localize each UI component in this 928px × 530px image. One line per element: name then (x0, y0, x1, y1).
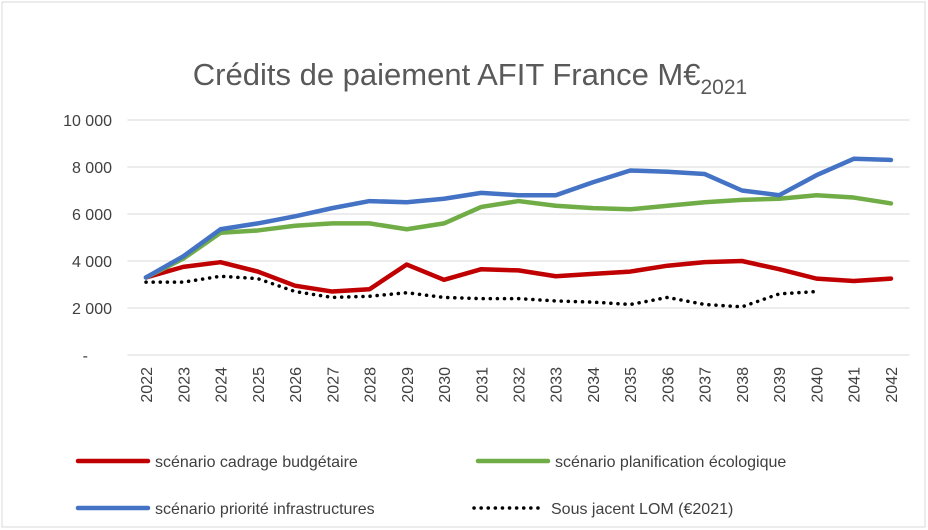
y-tick-label: 2 000 (72, 301, 112, 318)
x-tick-label: 2029 (400, 367, 417, 403)
x-tick-label: 2037 (698, 367, 715, 403)
x-tick-label: 2042 (884, 367, 901, 403)
x-tick-label: 2039 (772, 367, 789, 403)
series-line (143, 258, 894, 294)
x-tick-label: 2022 (139, 367, 156, 403)
x-tick-label: 2036 (660, 367, 677, 403)
y-tick-label: 8 000 (72, 160, 112, 177)
legend-label: Sous jacent LOM (€2021) (551, 501, 733, 518)
x-tick-label: 2025 (251, 367, 268, 403)
x-tick-label: 2032 (512, 367, 529, 403)
series-line (143, 156, 894, 280)
x-tick-label: 2028 (363, 367, 380, 403)
legend-label: scénario planification écologique (555, 454, 786, 471)
x-tick-label: 2023 (176, 367, 193, 403)
series-line (143, 192, 894, 280)
x-tick-label: 2040 (809, 367, 826, 403)
x-tick-label: 2027 (325, 367, 342, 403)
legend-label: scénario cadrage budgétaire (155, 454, 358, 471)
x-tick-label: 2026 (288, 367, 305, 403)
title-main: Crédits de paiement AFIT France M€ (193, 57, 701, 92)
x-tick-label: 2034 (586, 367, 603, 403)
y-tick-label: - (83, 348, 88, 365)
y-tick-label: 10 000 (63, 113, 112, 130)
x-tick-label: 2038 (735, 367, 752, 403)
series-line (144, 274, 819, 309)
y-tick-label: 6 000 (72, 207, 112, 224)
x-tick-label: 2033 (549, 367, 566, 403)
chart-title: Crédits de paiement AFIT France M€2021 (193, 57, 747, 99)
x-tick-label: 2031 (474, 367, 491, 403)
legend-label: scénario priorité infrastructures (155, 501, 375, 518)
x-tick-label: 2024 (214, 367, 231, 403)
x-tick-label: 2035 (623, 367, 640, 403)
x-tick-label: 2041 (847, 367, 864, 403)
x-tick-label: 2030 (437, 367, 454, 403)
title-subscript: 2021 (700, 76, 747, 99)
y-tick-label: 4 000 (72, 254, 112, 271)
